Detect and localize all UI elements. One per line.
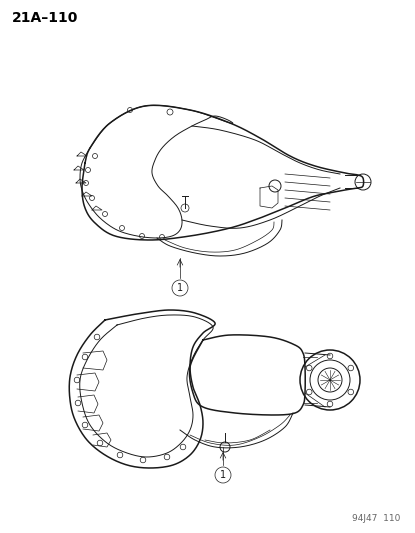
Text: 1: 1 (177, 283, 183, 293)
Text: 21A–110: 21A–110 (12, 11, 78, 25)
Text: 94J47  110: 94J47 110 (352, 514, 400, 523)
Text: 1: 1 (220, 470, 226, 480)
